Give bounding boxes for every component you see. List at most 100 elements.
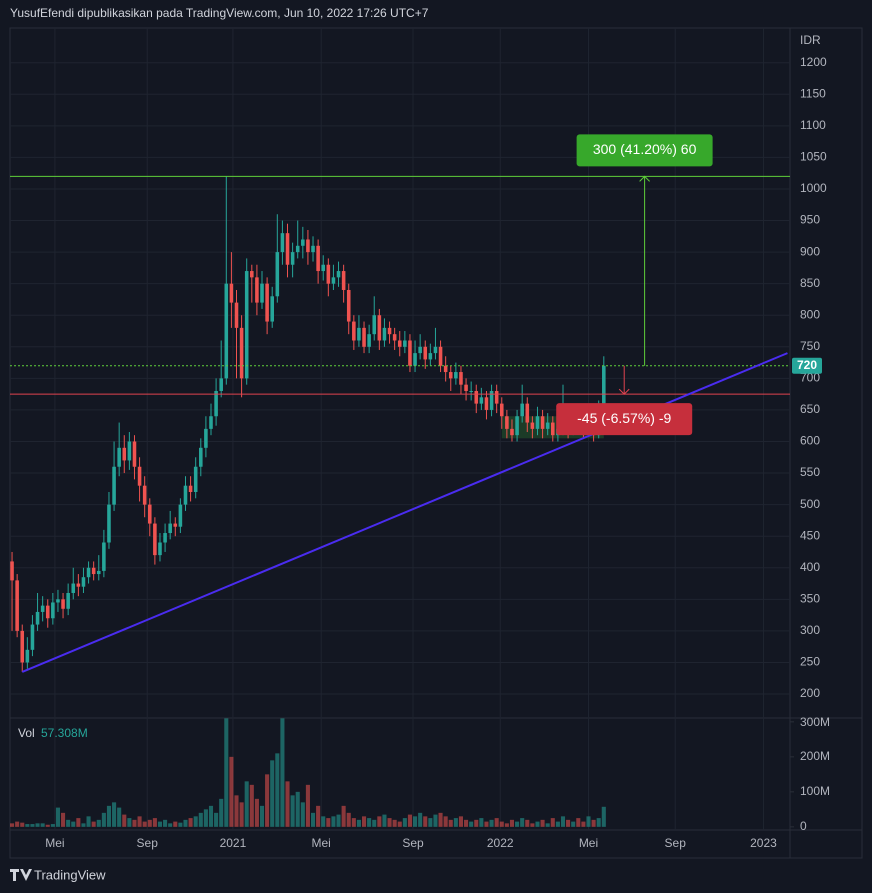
volume-bar	[244, 781, 249, 827]
volume-bar	[91, 821, 96, 827]
candle-body	[530, 422, 535, 429]
volume-bar	[586, 816, 591, 827]
candle-body	[35, 611, 40, 625]
candle-body	[423, 346, 428, 360]
candle-body	[122, 447, 127, 461]
candle-body	[321, 264, 326, 272]
volume-bar	[50, 824, 55, 827]
candle-body	[454, 372, 458, 379]
y-tick-label: 850	[800, 276, 820, 290]
volume-bar	[198, 812, 203, 827]
candle-body	[178, 504, 183, 527]
volume-bar	[443, 816, 448, 827]
volume-bar	[596, 818, 601, 827]
volume-bar	[122, 814, 127, 827]
volume-bar	[336, 814, 341, 827]
candle-body	[408, 340, 412, 366]
volume-bar	[270, 760, 275, 827]
candle-body	[311, 245, 315, 253]
volume-bar	[224, 718, 229, 827]
y-tick-label: 400	[800, 560, 820, 574]
volume-bar	[499, 821, 504, 827]
volume-bar	[295, 791, 300, 827]
y-tick-label: 700	[800, 371, 820, 385]
volume-bar	[356, 819, 361, 827]
y-tick-label: 250	[800, 655, 820, 669]
volume-bar	[346, 812, 351, 827]
candle-body	[250, 271, 254, 278]
candle-body	[244, 271, 249, 379]
volume-bar	[453, 818, 458, 827]
volume-bar	[540, 819, 545, 827]
candle-body	[71, 583, 76, 594]
candle-body	[199, 447, 203, 467]
volume-bar	[402, 818, 407, 827]
x-tick-label: 2021	[220, 836, 247, 850]
volume-bar	[188, 818, 193, 827]
candle-body	[255, 277, 259, 303]
candle-body	[428, 353, 433, 360]
candle-body	[239, 327, 244, 379]
volume-bar	[96, 819, 101, 827]
candle-body	[224, 283, 229, 379]
volume-bar	[35, 823, 40, 827]
candle-body	[392, 334, 397, 341]
volume-bar	[377, 816, 382, 827]
candle-body	[56, 599, 60, 603]
volume-bar	[249, 784, 254, 827]
volume-bar	[321, 816, 326, 827]
candle-body	[336, 271, 341, 278]
candle-body	[326, 264, 331, 284]
volume-bar	[341, 805, 346, 827]
volume-bar	[45, 824, 50, 827]
candle-body	[438, 346, 443, 366]
volume-bar	[530, 823, 535, 827]
volume-tick-label: 100M	[800, 784, 830, 798]
volume-bar	[387, 818, 392, 827]
volume-bar	[168, 823, 173, 827]
volume-bar	[494, 818, 499, 827]
candle-body	[510, 428, 514, 436]
volume-bar	[576, 818, 581, 827]
logo-icon	[10, 869, 32, 881]
volume-bar	[361, 816, 367, 827]
candle-body	[469, 390, 473, 392]
candle-body	[25, 649, 30, 663]
volume-bar	[127, 818, 132, 827]
candle-body	[132, 441, 137, 467]
volume-bar	[40, 823, 45, 827]
candle-body	[403, 340, 407, 347]
x-tick-label: Mei	[312, 836, 331, 850]
candle-body	[382, 327, 387, 341]
volume-bar	[147, 819, 152, 827]
volume-tick-label: 0	[800, 819, 807, 833]
last-price: 720	[797, 358, 817, 372]
candle-body	[147, 504, 152, 524]
measure-label: 300 (41.20%) 60	[593, 141, 697, 157]
candle-body	[193, 466, 198, 492]
candle-body	[86, 567, 91, 578]
candle-body	[204, 428, 208, 448]
header: YusufEfendi dipublikasikan pada TradingV…	[10, 6, 429, 20]
volume-bar	[219, 798, 224, 827]
candle-body	[433, 346, 438, 354]
y-tick-label: 500	[800, 497, 820, 511]
y-tick-label: 1000	[800, 181, 827, 195]
candle-body	[30, 624, 35, 650]
volume-bar	[229, 756, 234, 827]
volume-bar	[193, 816, 198, 827]
x-tick-label: Sep	[402, 836, 424, 850]
candle-body	[479, 397, 484, 404]
volume-bar	[259, 805, 265, 827]
volume-bar	[509, 819, 515, 827]
volume-bar	[489, 819, 494, 827]
volume-bar	[173, 821, 178, 827]
candle-body	[515, 416, 519, 436]
volume-bar	[300, 802, 305, 827]
volume-bar	[469, 821, 474, 827]
volume-bar	[428, 818, 433, 827]
candle-body	[464, 384, 468, 391]
candle-body	[418, 346, 422, 354]
volume-bar	[183, 819, 188, 827]
